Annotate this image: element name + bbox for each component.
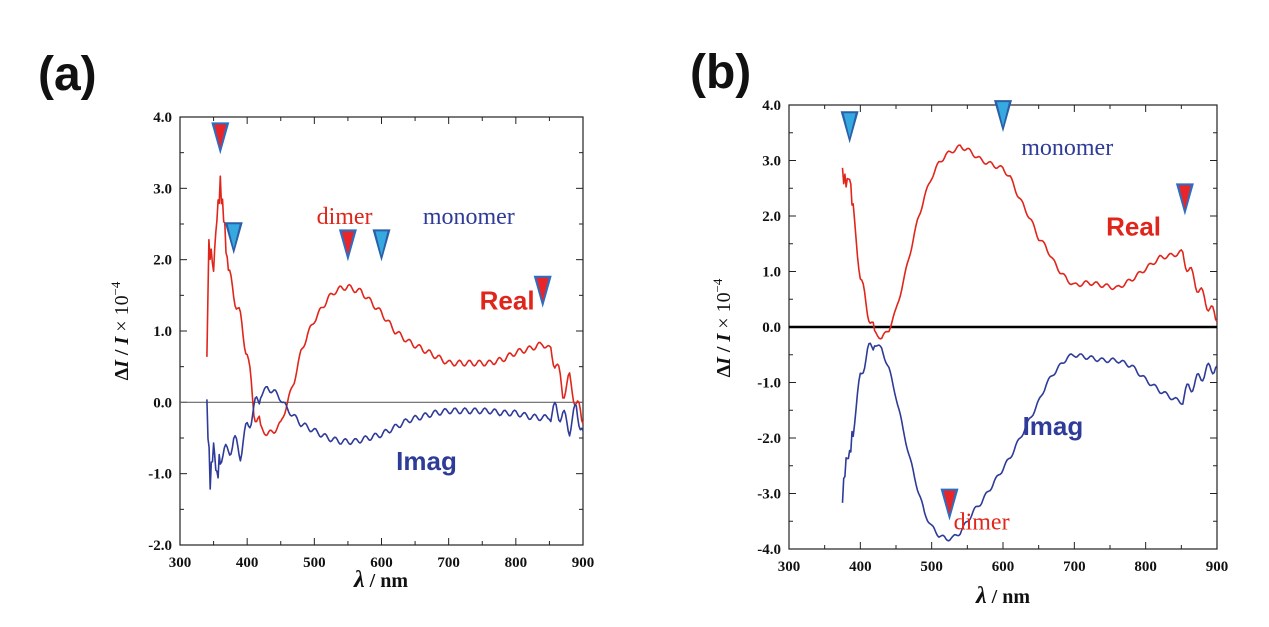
panel-a-y-axis-label: ΔI / I × 10−4 bbox=[108, 281, 133, 380]
panel-a-x-tick-label: 300 bbox=[169, 555, 192, 571]
panel-a-monomer-marker bbox=[227, 224, 240, 249]
panel-a-x-tick-label: 400 bbox=[236, 555, 259, 571]
panel-b-marker-layer bbox=[840, 100, 1194, 521]
panel-b-x-tick-label: 500 bbox=[920, 559, 943, 575]
panel-b-annotation-real: Real bbox=[1106, 211, 1161, 241]
panel-a-x-tick-label: 500 bbox=[303, 555, 326, 571]
panel-a-ylabel-denom: I bbox=[111, 336, 133, 346]
panel-b-dimer-marker bbox=[1178, 185, 1191, 210]
panel-b-ylabel-times: × 10 bbox=[713, 292, 735, 333]
panel-a-annotation-layer: dimer monomer Real Imag bbox=[317, 204, 535, 476]
panel-b-ylabel-slash: / bbox=[713, 342, 735, 358]
panel-a-x-tick-label: 900 bbox=[572, 555, 595, 571]
panel-a-ylabel-slash: / bbox=[111, 345, 133, 361]
panel-b-x-tick-label: 700 bbox=[1063, 559, 1086, 575]
panel-b-monomer-marker bbox=[843, 113, 856, 138]
panel-a-y-tick-label: 2.0 bbox=[153, 253, 172, 269]
panel-b-y-tick-label: -4.0 bbox=[757, 542, 781, 558]
panel-b-y-tick-label: 4.0 bbox=[762, 98, 781, 114]
panel-a-series-real-line bbox=[206, 175, 584, 437]
panel-a-y-tick-label: 4.0 bbox=[153, 110, 172, 126]
panel-a-y-tick-label: -2.0 bbox=[148, 538, 172, 554]
panel-a-xlabel-symbol: λ bbox=[353, 567, 365, 593]
panel-b-y-tick-label: -3.0 bbox=[757, 487, 781, 503]
panel-b-y-tick-label: 3.0 bbox=[762, 154, 781, 170]
panel-b-y-tick-label: -2.0 bbox=[757, 431, 781, 447]
panel-a: (a) 300 400 500 600 700 800 900 4.0 3.0 2.0 1.0 0.0… bbox=[38, 48, 594, 593]
panel-a-annotation-monomer: monomer bbox=[423, 204, 515, 230]
panel-b-y-tick-label: 1.0 bbox=[762, 265, 781, 281]
panel-b-ticks bbox=[788, 104, 1218, 550]
panel-a-plot-frame bbox=[179, 116, 584, 546]
panel-a-x-tick-label: 600 bbox=[370, 555, 393, 571]
panel-b-ylabel-exp: −4 bbox=[710, 278, 725, 292]
panel-a-xlabel-unit: nm bbox=[380, 570, 408, 592]
panel-b-x-tick-label: 900 bbox=[1206, 559, 1229, 575]
panel-a-annotation-dimer: dimer bbox=[317, 204, 373, 230]
panel-b-ylabel-denom: I bbox=[713, 333, 735, 343]
panel-a-y-tick-label: 1.0 bbox=[153, 324, 172, 340]
panel-b-y-tick-label: 0.0 bbox=[762, 320, 781, 336]
panel-a-annotation-imag: Imag bbox=[396, 446, 457, 476]
panel-b-y-tick-label: 2.0 bbox=[762, 209, 781, 225]
panel-b-annotation-imag: Imag bbox=[1023, 411, 1084, 441]
panel-a-ylabel-exp: −4 bbox=[108, 281, 123, 295]
panel-a-x-tick-label: 700 bbox=[437, 555, 460, 571]
panel-b-xlabel-unit: nm bbox=[1002, 586, 1030, 608]
panel-a-y-tick-label: -1.0 bbox=[148, 467, 172, 483]
panel-a-series-layer bbox=[206, 175, 584, 490]
panel-a-x-axis-label: λ / nm bbox=[353, 567, 408, 593]
panel-b-x-tick-label: 300 bbox=[778, 559, 801, 575]
panel-a-dimer-marker bbox=[536, 277, 549, 302]
panel-a-annotation-real: Real bbox=[480, 286, 535, 316]
panel-a-dimer-marker bbox=[214, 124, 227, 149]
panel-a-dimer-marker bbox=[341, 231, 354, 256]
panel-b-tick-labels: 300 400 500 600 700 800 900 4.0 3.0 2.0 1.0 0.0 -1.0… bbox=[757, 98, 1228, 575]
panel-a-series-imag-line bbox=[206, 386, 584, 490]
panel-b-xlabel-symbol: λ bbox=[975, 583, 987, 609]
panel-b-series-imag-line bbox=[841, 342, 1218, 542]
panel-b-annotation-dimer: dimer bbox=[954, 510, 1010, 536]
panel-b-label: (b) bbox=[690, 46, 751, 99]
panel-a-y-tick-label: 3.0 bbox=[153, 181, 172, 197]
panel-a-ylabel-numer: I bbox=[111, 359, 133, 369]
panel-b-series-layer bbox=[841, 144, 1218, 542]
panel-b-xlabel-sep: / bbox=[987, 586, 1003, 608]
panel-b: (b) 300 400 500 600 700 800 900 4.0 3.0 2.0 1.0 0.0… bbox=[690, 46, 1228, 609]
panel-a-label: (a) bbox=[38, 48, 97, 101]
panel-a-marker-layer bbox=[211, 122, 552, 308]
panel-b-x-axis-label: λ / nm bbox=[975, 583, 1030, 609]
panel-b-x-tick-label: 400 bbox=[849, 559, 872, 575]
panel-b-ylabel-numer: I bbox=[713, 356, 735, 366]
panel-a-tick-labels: 300 400 500 600 700 800 900 4.0 3.0 2.0 1.0 0.0 -1.0… bbox=[148, 110, 594, 571]
panel-b-annotation-layer: monomer Real Imag dimer bbox=[954, 135, 1161, 536]
panel-a-ylabel-delta: Δ bbox=[111, 367, 133, 380]
panel-b-dimer-marker bbox=[943, 490, 956, 515]
panel-b-x-tick-label: 800 bbox=[1134, 559, 1157, 575]
panel-a-x-tick-label: 800 bbox=[505, 555, 528, 571]
panel-b-y-tick-label: -1.0 bbox=[757, 376, 781, 392]
panel-a-ticks bbox=[179, 116, 584, 546]
panel-b-annotation-monomer: monomer bbox=[1021, 135, 1113, 161]
panel-b-monomer-marker bbox=[997, 102, 1009, 127]
panel-b-series-real-line bbox=[841, 144, 1218, 340]
panel-a-ylabel-times: × 10 bbox=[111, 295, 133, 336]
panel-a-xlabel-sep: / bbox=[365, 570, 381, 592]
panel-a-monomer-marker bbox=[375, 231, 388, 256]
panel-b-x-tick-label: 600 bbox=[992, 559, 1015, 575]
panel-b-ylabel-delta: Δ bbox=[713, 364, 735, 377]
panel-a-y-tick-label: 0.0 bbox=[153, 395, 172, 411]
panel-b-y-axis-label: ΔI / I × 10−4 bbox=[710, 278, 735, 377]
